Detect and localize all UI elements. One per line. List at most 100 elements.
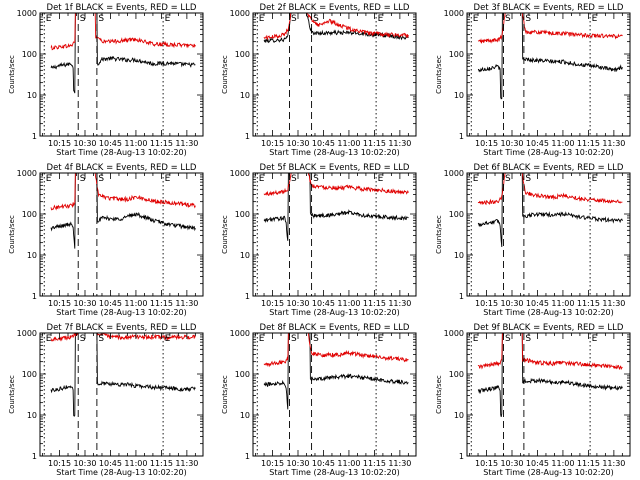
x-tick-label: 11:00 — [124, 299, 147, 308]
marker-label-s: S — [525, 174, 531, 184]
y-tick-label: 1000 — [444, 169, 464, 178]
y-axis-label: Counts/sec — [221, 375, 229, 414]
x-tick-label: 10:15 — [261, 299, 284, 308]
x-tick-label: 10:15 — [48, 299, 71, 308]
marker-label-e: E — [592, 174, 598, 184]
x-tick-label: 11:30 — [602, 299, 625, 308]
x-tick-label: 11:00 — [551, 139, 574, 148]
x-tick-label: 11:15 — [577, 299, 600, 308]
x-tick-label: 10:45 — [526, 459, 549, 468]
x-tick-label: 10:30 — [73, 299, 96, 308]
panel-title: Det 2f BLACK = Events, RED = LLD — [260, 3, 410, 13]
y-tick-label: 1000 — [17, 9, 37, 18]
plot-frame — [466, 332, 631, 457]
y-tick-label: 100 — [235, 370, 250, 379]
y-tick-label: 10 — [27, 91, 37, 100]
x-tick-label: 10:30 — [73, 139, 96, 148]
x-tick-label: 11:30 — [388, 299, 411, 308]
series-line-lld — [477, 13, 623, 44]
x-axis-label: Start Time (28-Aug-13 10:02:20) — [56, 308, 187, 317]
x-tick-label: 11:00 — [124, 139, 147, 148]
marker-label-e: E — [378, 174, 384, 184]
y-tick-label: 10 — [240, 251, 250, 260]
marker-label-e: E — [592, 334, 598, 344]
x-tick-label: 10:30 — [500, 459, 523, 468]
x-tick-label: 10:15 — [475, 299, 498, 308]
y-tick-label: 1 — [459, 292, 464, 301]
y-axis-label: Counts/sec — [435, 215, 443, 254]
series-line-events — [50, 173, 196, 249]
y-tick-label: 100 — [22, 370, 37, 379]
x-tick-label: 11:30 — [602, 139, 625, 148]
series-line-events — [263, 333, 409, 410]
x-tick-label: 10:15 — [261, 139, 284, 148]
y-tick-label: 10 — [454, 91, 464, 100]
panel-title: Det 6f BLACK = Events, RED = LLD — [474, 163, 624, 173]
marker-label-s: S — [525, 334, 531, 344]
y-axis-label: Counts/sec — [435, 55, 443, 94]
x-tick-label: 11:30 — [175, 139, 198, 148]
y-tick-label: 10 — [240, 411, 250, 420]
series-line-events — [50, 333, 196, 417]
series-line-events — [263, 173, 409, 241]
x-tick-label: 11:30 — [602, 459, 625, 468]
plot-frame — [252, 332, 417, 457]
x-axis-label: Start Time (28-Aug-13 10:02:20) — [56, 148, 187, 157]
y-tick-label: 100 — [22, 210, 37, 219]
y-tick-label: 1 — [32, 292, 37, 301]
x-tick-label: 11:30 — [388, 139, 411, 148]
marker-label-s: S — [80, 334, 86, 344]
marker-label-s: S — [291, 334, 297, 344]
plot-frame — [39, 332, 204, 457]
y-tick-label: 10 — [27, 411, 37, 420]
x-axis-label: Start Time (28-Aug-13 10:02:20) — [56, 468, 187, 477]
marker-label-s: S — [98, 14, 104, 24]
x-tick-label: 10:30 — [286, 139, 309, 148]
y-tick-label: 1000 — [230, 329, 250, 338]
panel-title: Det 5f BLACK = Events, RED = LLD — [260, 163, 410, 173]
y-tick-label: 1 — [245, 292, 250, 301]
x-tick-label: 11:30 — [175, 459, 198, 468]
y-axis-label: Counts/sec — [435, 375, 443, 414]
series-line-lld — [477, 173, 623, 206]
marker-label-e: E — [259, 14, 265, 24]
series-line-lld — [50, 173, 196, 211]
panel-title: Det 9f BLACK = Events, RED = LLD — [474, 323, 624, 333]
marker-label-e: E — [473, 174, 479, 184]
panel-title: Det 1f BLACK = Events, RED = LLD — [47, 3, 197, 13]
marker-label-s: S — [80, 174, 86, 184]
series-line-events — [477, 13, 623, 100]
plot-frame — [466, 12, 631, 137]
series-line-lld — [50, 333, 196, 342]
series-line-lld — [263, 13, 409, 41]
marker-label-s: S — [505, 174, 511, 184]
y-tick-label: 100 — [235, 50, 250, 59]
x-axis-label: Start Time (28-Aug-13 10:02:20) — [483, 148, 614, 157]
x-tick-label: 10:30 — [286, 459, 309, 468]
series-line-lld — [50, 13, 196, 51]
plot-frame — [39, 12, 204, 137]
x-tick-label: 11:00 — [337, 299, 360, 308]
x-axis-label: Start Time (28-Aug-13 10:02:20) — [483, 468, 614, 477]
x-tick-label: 11:15 — [150, 299, 173, 308]
marker-label-s: S — [291, 174, 297, 184]
x-tick-label: 11:00 — [337, 139, 360, 148]
marker-label-e: E — [46, 14, 52, 24]
marker-label-e: E — [259, 334, 265, 344]
y-tick-label: 100 — [449, 370, 464, 379]
plot-frame — [252, 172, 417, 297]
series-line-events — [477, 333, 623, 418]
marker-label-e: E — [378, 14, 384, 24]
x-tick-label: 10:15 — [475, 459, 498, 468]
panel-title: Det 8f BLACK = Events, RED = LLD — [260, 323, 410, 333]
marker-label-e: E — [378, 334, 384, 344]
y-tick-label: 100 — [22, 50, 37, 59]
y-tick-label: 1000 — [17, 169, 37, 178]
